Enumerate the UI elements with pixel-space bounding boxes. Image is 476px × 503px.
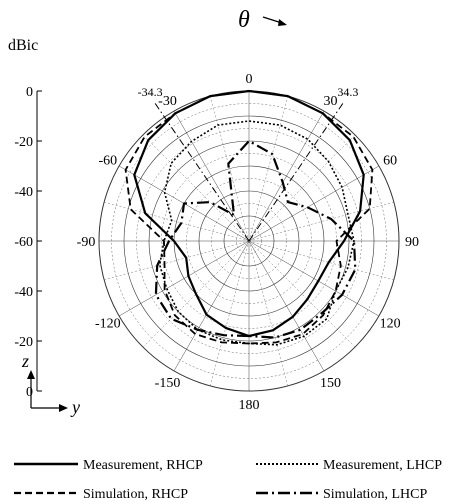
radial-tick-label: -20 (14, 335, 33, 350)
angle-tick-label: 180 (239, 398, 260, 413)
radial-tick-label: -40 (14, 285, 33, 300)
angle-tick-label: 150 (320, 376, 341, 391)
legend-label-2: Measurement, LHCP (323, 458, 442, 473)
radial-axis: 0 -20 -40 -60 -40 -20 0 dBic (8, 37, 42, 400)
series-line-4 (154, 139, 357, 339)
grid-spoke (209, 96, 250, 242)
grid-spoke (248, 240, 289, 386)
polar-grid (98, 90, 400, 392)
z-axis-label: z (21, 351, 29, 371)
series-line-2 (158, 120, 355, 346)
grid-spoke (173, 240, 250, 372)
grid-spoke (142, 134, 250, 242)
radial-tick-label: 0 (26, 85, 33, 100)
grid-spoke (248, 240, 394, 281)
beam-markers: -34.3 34.3 (138, 85, 358, 242)
angle-tick-label: -60 (99, 154, 118, 169)
legend-label-1: Measurement, RHCP (83, 458, 203, 473)
series-lines (124, 89, 374, 346)
grid-spoke (142, 240, 250, 348)
beam-line (153, 101, 250, 242)
axes-annotations: θ z y (21, 7, 287, 417)
angle-tick-label: -120 (95, 317, 121, 332)
legend-label-4: Simulation, LHCP (323, 487, 427, 502)
angle-tick-label: 60 (383, 154, 397, 169)
theta-label: θ (238, 7, 250, 33)
grid-spoke (248, 110, 325, 242)
grid-spoke (248, 240, 380, 317)
beam-line (248, 101, 345, 242)
theta-arrowhead (278, 19, 287, 26)
angle-tick-label: -90 (77, 235, 96, 250)
beam-label: 34.3 (337, 85, 358, 99)
grid-spoke (173, 110, 250, 242)
y-arrowhead (59, 404, 68, 412)
grid-spoke (104, 201, 250, 242)
angle-tick-label: -30 (158, 94, 177, 109)
grid-spoke (118, 240, 250, 317)
legend: Measurement, RHCP Measurement, LHCP Simula… (14, 458, 442, 502)
radial-tick-label: -40 (14, 185, 33, 200)
series-line-3 (124, 90, 374, 345)
grid-spoke (104, 240, 250, 281)
z-arrowhead (27, 370, 35, 379)
angle-tick-label: -150 (155, 376, 181, 391)
grid-spoke (248, 165, 380, 242)
grid-spoke (248, 134, 356, 242)
angle-tick-label: 90 (405, 235, 419, 250)
legend-label-3: Simulation, RHCP (83, 487, 188, 502)
grid-spoke (248, 240, 325, 372)
radial-tick-label: 0 (26, 385, 33, 400)
grid-spoke (209, 240, 250, 386)
y-axis-label: y (70, 397, 80, 417)
beam-label: -34.3 (138, 85, 163, 99)
angle-tick-labels: 0 30 60 90 120 150 180 -150 -120 -90 -60 -30 (77, 72, 419, 413)
grid-spoke (248, 96, 289, 242)
grid-spoke (248, 240, 356, 348)
angle-tick-label: 120 (380, 317, 401, 332)
angle-tick-label: 0 (246, 72, 253, 87)
grid-spoke (248, 201, 394, 242)
radial-tick-label: -60 (14, 235, 33, 250)
radial-unit-label: dBic (8, 37, 38, 54)
angle-tick-label: 30 (324, 94, 338, 109)
radial-tick-label: -20 (14, 135, 33, 150)
